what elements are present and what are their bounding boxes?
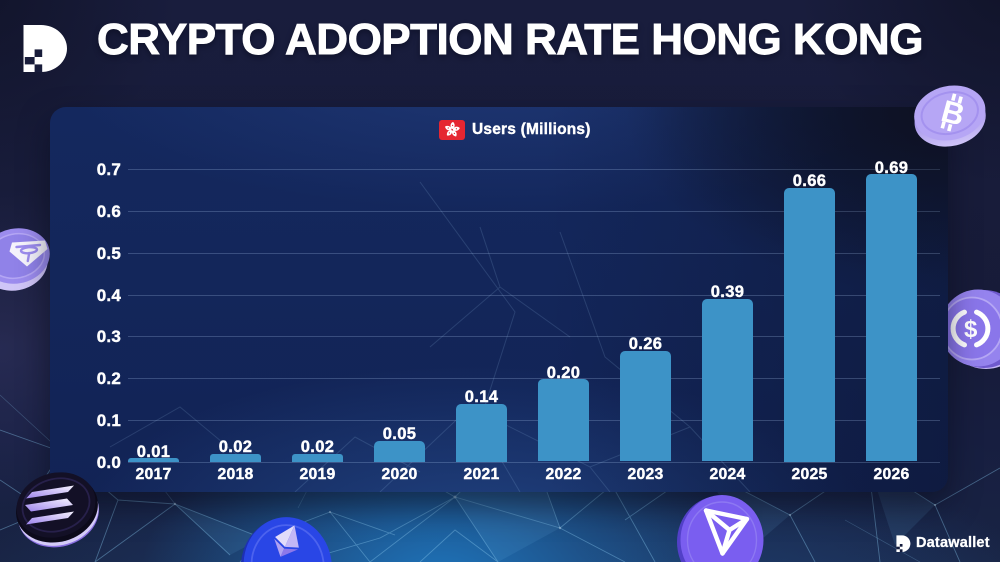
svg-text:$: $ <box>964 316 978 343</box>
